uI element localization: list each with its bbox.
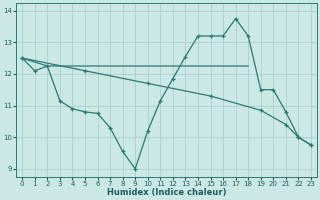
- X-axis label: Humidex (Indice chaleur): Humidex (Indice chaleur): [107, 188, 226, 197]
